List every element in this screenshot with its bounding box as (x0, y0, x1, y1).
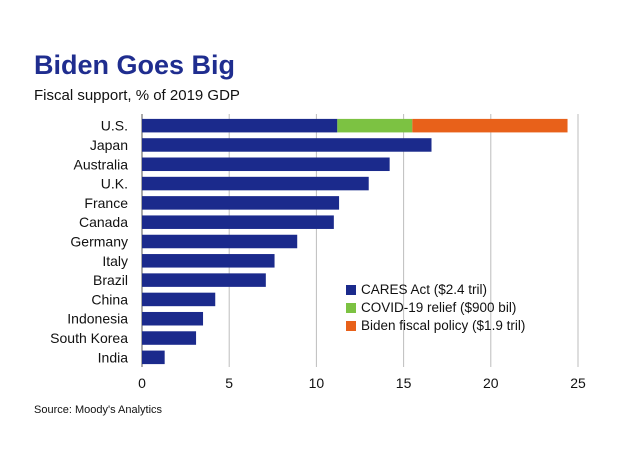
category-label: U.K. (101, 176, 128, 192)
bar-segment (337, 118, 413, 133)
legend-label: COVID-19 relief ($900 bil) (361, 300, 516, 315)
bar-segment (142, 273, 266, 287)
category-label: Canada (79, 214, 128, 230)
chart-subtitle: Fiscal support, % of 2019 GDP (34, 87, 240, 104)
category-label: South Korea (50, 330, 128, 346)
x-tick-label: 25 (570, 375, 586, 391)
bar-segment (142, 196, 340, 210)
category-labels: U.S. Japan Australia U.K. France Canada German… (50, 118, 128, 366)
bar-segment (412, 118, 568, 133)
category-label: Indonesia (67, 311, 128, 327)
category-label: Germany (70, 234, 128, 250)
category-label: Brazil (93, 272, 128, 288)
bar-segment (142, 254, 275, 268)
x-tick-label: 20 (483, 375, 499, 391)
x-tick-label: 10 (309, 375, 325, 391)
category-label: China (91, 291, 128, 307)
bar-segment (142, 331, 197, 345)
chart-source: Source: Moody's Analytics (34, 404, 163, 416)
legend-swatch (346, 321, 356, 331)
bars (142, 118, 568, 365)
legend-swatch (346, 285, 356, 295)
category-label: Japan (90, 137, 128, 153)
legend-label: CARES Act ($2.4 tril) (361, 282, 487, 297)
category-label: U.S. (101, 118, 128, 134)
category-label: Italy (102, 253, 128, 269)
bar-segment (142, 350, 165, 365)
bar-segment (142, 215, 334, 229)
bar-segment (142, 292, 216, 307)
bar-segment (142, 157, 390, 172)
category-label: India (98, 349, 129, 365)
category-label: Australia (74, 156, 129, 172)
bar-segment (142, 311, 204, 326)
chart-title: Biden Goes Big (34, 50, 236, 80)
x-tick-label: 0 (138, 375, 146, 391)
x-tick-label: 5 (225, 375, 233, 391)
x-axis: 0 5 10 15 20 25 (138, 375, 586, 391)
bar-segment (142, 176, 369, 191)
legend-swatch (346, 303, 356, 313)
bar-segment (142, 118, 338, 133)
bar-segment (142, 138, 432, 152)
category-label: France (84, 195, 128, 211)
x-tick-label: 15 (396, 375, 412, 391)
bar-segment (142, 234, 298, 249)
legend-label: Biden fiscal policy ($1.9 tril) (361, 318, 525, 333)
legend: CARES Act ($2.4 tril) COVID-19 relief ($9… (346, 282, 525, 333)
